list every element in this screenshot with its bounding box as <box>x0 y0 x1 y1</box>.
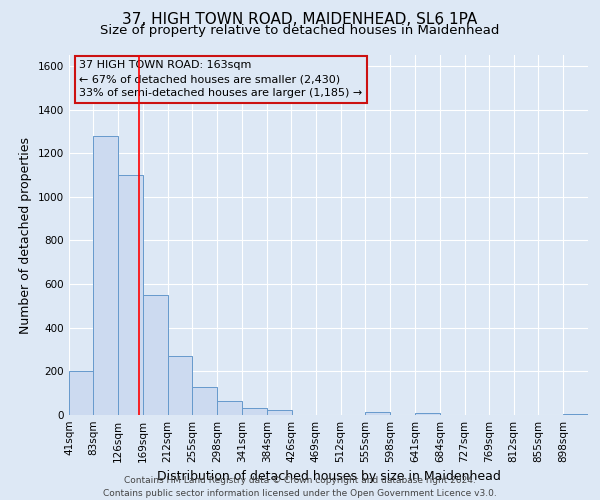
Bar <box>242 408 267 415</box>
Bar <box>69 372 94 415</box>
Bar <box>167 356 193 415</box>
Y-axis label: Number of detached properties: Number of detached properties <box>19 136 32 334</box>
Text: 37, HIGH TOWN ROAD, MAIDENHEAD, SL6 1PA: 37, HIGH TOWN ROAD, MAIDENHEAD, SL6 1PA <box>122 12 478 28</box>
Bar <box>563 414 588 415</box>
Bar <box>193 386 217 415</box>
X-axis label: Distribution of detached houses by size in Maidenhead: Distribution of detached houses by size … <box>157 470 500 484</box>
Bar <box>118 175 143 415</box>
Text: 37 HIGH TOWN ROAD: 163sqm
← 67% of detached houses are smaller (2,430)
33% of se: 37 HIGH TOWN ROAD: 163sqm ← 67% of detac… <box>79 60 362 98</box>
Text: Contains HM Land Registry data © Crown copyright and database right 2024.
Contai: Contains HM Land Registry data © Crown c… <box>103 476 497 498</box>
Bar <box>143 295 167 415</box>
Bar <box>267 410 292 415</box>
Text: Size of property relative to detached houses in Maidenhead: Size of property relative to detached ho… <box>100 24 500 37</box>
Bar <box>217 401 242 415</box>
Bar <box>93 136 118 415</box>
Bar <box>365 412 390 415</box>
Bar <box>415 413 440 415</box>
